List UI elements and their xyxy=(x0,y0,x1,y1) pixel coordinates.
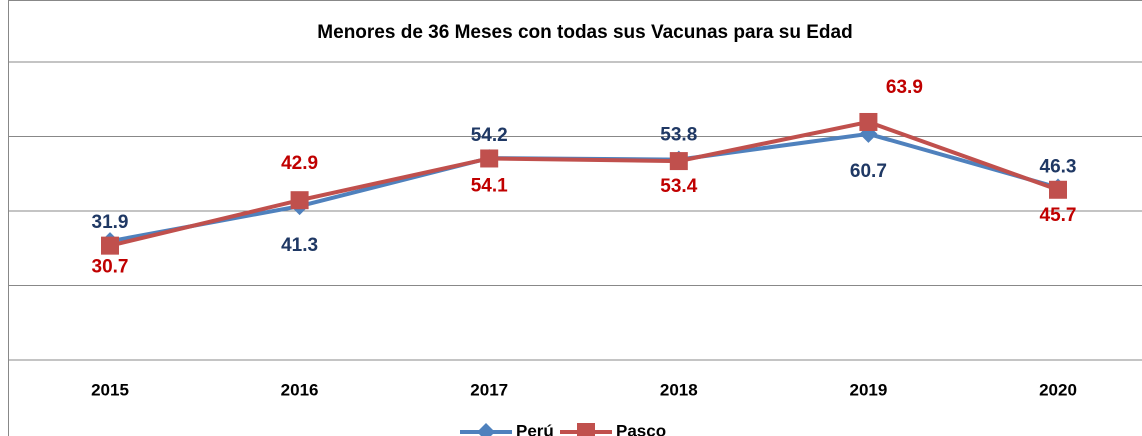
legend-label: Pasco xyxy=(616,421,666,436)
marker xyxy=(669,152,688,171)
x-tick-label: 2015 xyxy=(91,380,129,399)
data-label: 54.2 xyxy=(471,125,508,146)
chart-border xyxy=(8,0,1142,436)
data-label: 30.7 xyxy=(92,257,129,278)
x-tick-label: 2018 xyxy=(660,380,698,399)
data-label: 60.7 xyxy=(850,161,887,182)
data-label: 53.8 xyxy=(660,125,697,146)
data-label: 45.7 xyxy=(1040,205,1077,226)
x-tick-label: 2017 xyxy=(470,380,508,399)
chart-title: Menores de 36 Meses con todas sus Vacuna… xyxy=(317,22,852,43)
data-label: 54.1 xyxy=(471,175,508,196)
legend-marker xyxy=(477,423,495,436)
data-label: 41.3 xyxy=(281,235,318,256)
x-tick-label: 2020 xyxy=(1039,380,1077,399)
data-label: 53.4 xyxy=(660,176,697,197)
data-label: 63.9 xyxy=(886,77,923,98)
marker xyxy=(859,112,878,131)
data-label: 46.3 xyxy=(1040,157,1077,178)
series-line xyxy=(109,119,1059,248)
legend-marker xyxy=(577,423,595,436)
data-label: 42.9 xyxy=(281,153,318,174)
marker xyxy=(480,149,499,168)
data-label: 31.9 xyxy=(92,212,129,233)
x-tick-label: 2019 xyxy=(849,380,887,399)
marker xyxy=(290,191,309,210)
marker xyxy=(101,236,119,255)
x-tick-label: 2016 xyxy=(281,380,319,399)
legend-label: Perú xyxy=(516,421,554,436)
marker xyxy=(1049,180,1067,199)
